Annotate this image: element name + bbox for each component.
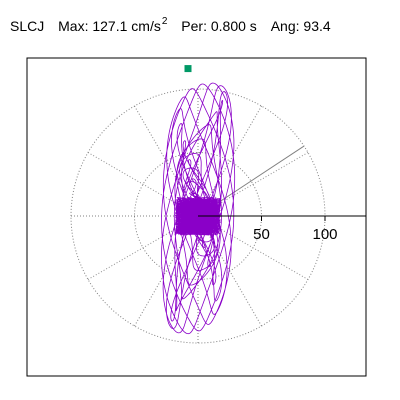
chart-title: SLCJ Max: 127.1 cm/s2 Per: 0.800 s Ang: …	[10, 16, 331, 36]
radial-axis: 50 100	[198, 215, 366, 243]
angle-value: 93.4	[303, 18, 331, 34]
max-label: Max:	[58, 18, 89, 34]
period-value: 0.800 s	[210, 18, 257, 34]
period-label: Per:	[181, 18, 207, 34]
peak-marker-layer	[184, 65, 192, 73]
peak-marker	[184, 65, 192, 73]
central-cluster	[174, 196, 222, 236]
grid-spoke	[197, 105, 262, 217]
tick-label: 50	[253, 226, 270, 243]
max-unit-exponent: 2	[161, 16, 168, 27]
station-code: SLCJ	[10, 18, 45, 34]
max-value: 127.1 cm/s	[92, 18, 161, 34]
tick-label: 100	[312, 226, 337, 243]
motion-trace	[161, 82, 236, 335]
angle-label: Ang:	[270, 18, 300, 34]
